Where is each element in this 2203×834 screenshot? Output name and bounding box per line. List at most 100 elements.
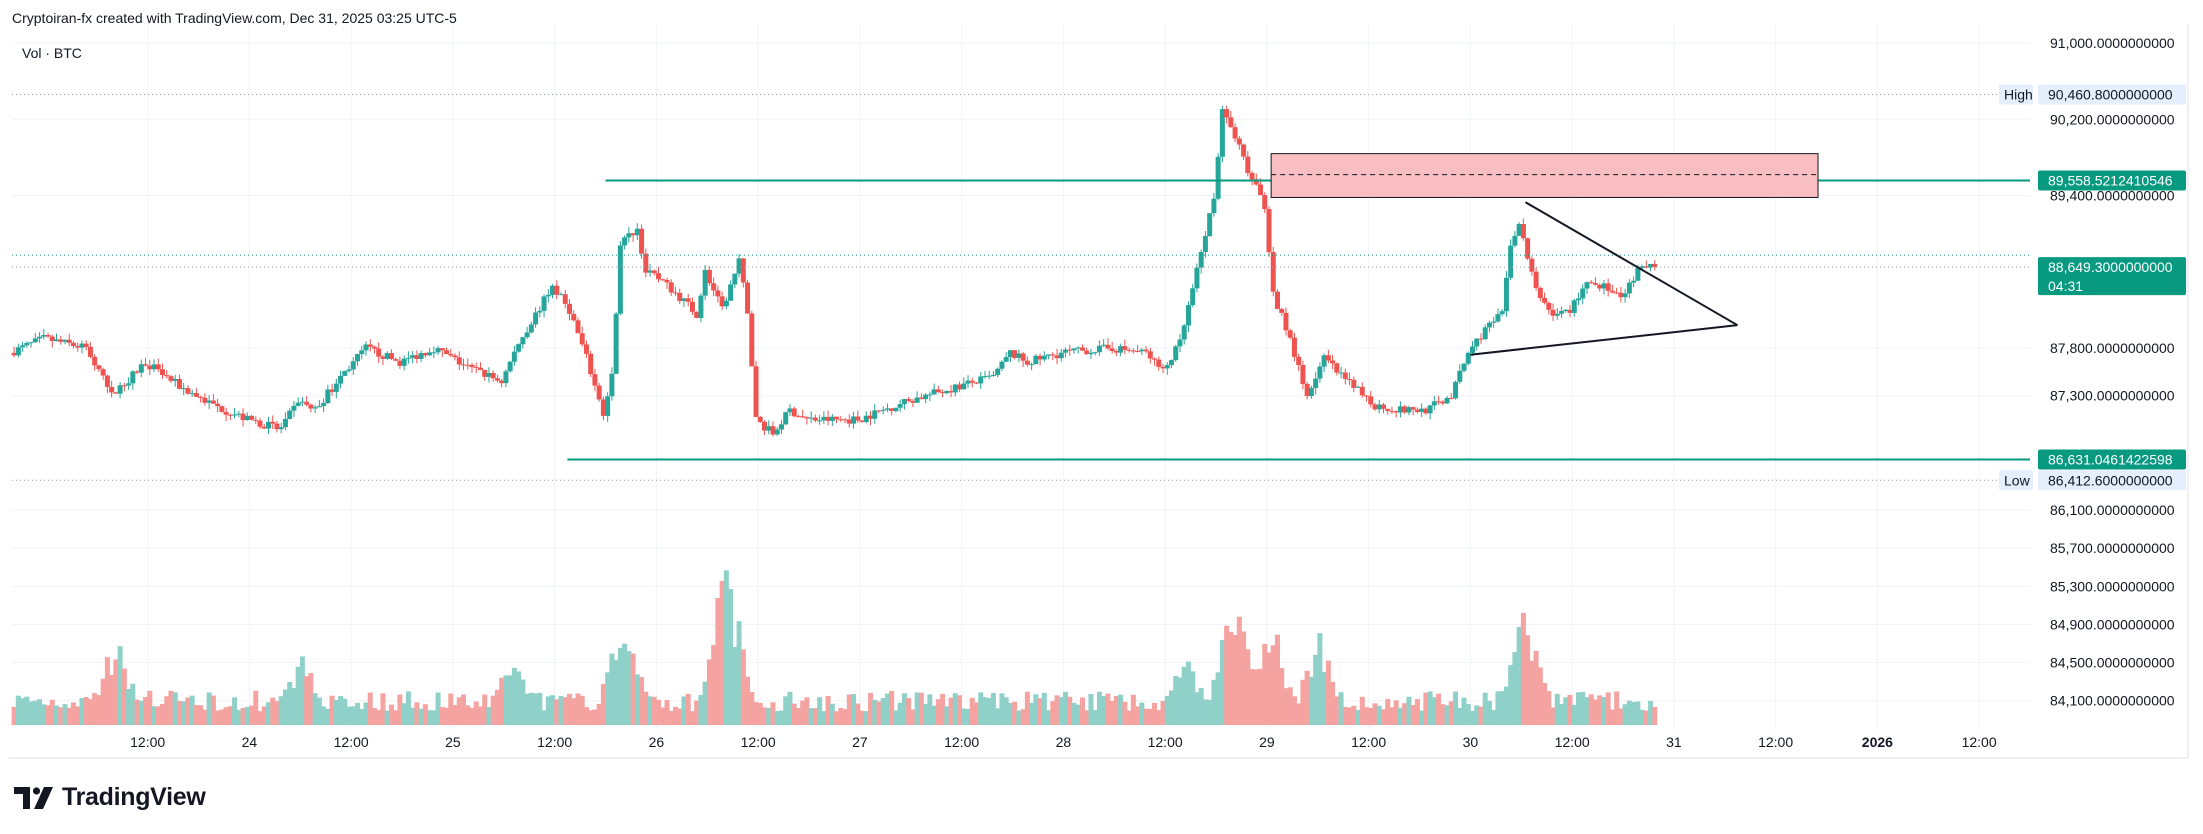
candle-body xyxy=(1588,282,1594,284)
candle-body xyxy=(745,282,751,314)
candle-body xyxy=(791,408,797,417)
candle-body xyxy=(630,233,636,236)
volume-bar xyxy=(1270,645,1276,725)
candle-body xyxy=(1410,407,1416,410)
volume-bar xyxy=(499,677,505,725)
candle-body xyxy=(1448,397,1454,399)
volume-bar xyxy=(634,674,640,725)
volume-bar xyxy=(1397,707,1403,725)
candle-body xyxy=(422,353,428,356)
volume-bar xyxy=(1041,692,1047,725)
volume-bar xyxy=(795,708,801,725)
volume-bar xyxy=(1495,691,1501,725)
candle-body xyxy=(906,399,912,401)
candle-body xyxy=(672,292,678,294)
price-tick-label: 86,100.0000000000 xyxy=(2050,502,2175,518)
candle-body xyxy=(223,411,229,415)
volume-bar xyxy=(1402,703,1408,725)
candle-body xyxy=(121,385,127,387)
candle-body xyxy=(575,320,581,334)
candle-body xyxy=(1499,311,1505,315)
candle-body xyxy=(1351,379,1357,388)
candle-body xyxy=(244,415,250,421)
volume-bar xyxy=(668,710,674,725)
volume-bar xyxy=(422,704,428,725)
volume-bar xyxy=(75,706,81,725)
volume-bar xyxy=(791,703,797,725)
candle-body xyxy=(723,300,729,307)
candle-body xyxy=(83,343,89,347)
volume-bar xyxy=(87,699,93,725)
supply-zone-box xyxy=(1270,153,1819,198)
candle-body xyxy=(321,402,327,407)
candle-body xyxy=(634,228,640,236)
candle-body xyxy=(1338,372,1344,374)
price-tick-label: 84,100.0000000000 xyxy=(2050,693,2175,709)
candle-body xyxy=(444,350,450,354)
volume-bar xyxy=(889,691,895,725)
high-price-tag-prefix: High xyxy=(2004,86,2033,102)
low-price-tag-value: 86,412.6000000000 xyxy=(2048,472,2173,488)
volume-bar xyxy=(1304,670,1310,725)
time-tick-label: 30 xyxy=(1463,734,1479,750)
volume-bar xyxy=(643,691,649,725)
volume-bar xyxy=(32,700,38,725)
candle-body xyxy=(1491,321,1497,323)
candle-body xyxy=(1130,350,1136,352)
volume-bar xyxy=(452,705,458,725)
time-tick-label: 27 xyxy=(852,734,868,750)
volume-bar xyxy=(605,672,611,725)
candle-body xyxy=(1185,305,1191,326)
price-tick-label: 91,000.0000000000 xyxy=(2050,35,2175,51)
candle-body xyxy=(1270,252,1276,292)
volume-bar xyxy=(846,694,852,725)
candle-body xyxy=(889,408,895,411)
candle-body xyxy=(651,270,657,274)
candle-body xyxy=(28,342,34,344)
low-price-tag-bg xyxy=(2038,470,2186,491)
volume-bar xyxy=(304,676,310,725)
volume-bar xyxy=(1135,706,1141,725)
volume-bar xyxy=(706,659,712,725)
candle-body xyxy=(1147,351,1153,359)
candle-body xyxy=(1380,404,1386,409)
volume-bar xyxy=(37,699,43,725)
candle-body xyxy=(1007,350,1013,358)
brand-name: TradingView xyxy=(62,783,206,811)
tradingview-brand[interactable]: TradingView xyxy=(14,783,206,812)
resistance-price-tag-value: 89,558.5212410546 xyxy=(2048,172,2173,188)
candle-body xyxy=(1567,309,1573,313)
low-price-tag-prefix-bg xyxy=(1999,470,2033,491)
candle-body xyxy=(282,418,288,428)
candle-body xyxy=(918,397,924,400)
candle-body xyxy=(859,420,865,422)
candle-body xyxy=(944,391,950,394)
candle-body xyxy=(698,295,704,318)
volume-bar xyxy=(973,702,979,725)
candle-body xyxy=(215,403,221,407)
candle-body xyxy=(236,413,242,415)
volume-bar xyxy=(520,679,526,725)
candle-body xyxy=(1101,344,1107,346)
volume-bar xyxy=(202,709,208,725)
volume-bar xyxy=(1236,616,1242,725)
candle-body xyxy=(219,406,225,412)
volume-bar xyxy=(410,707,416,725)
time-tick-label: 24 xyxy=(242,734,258,750)
volume-bar xyxy=(448,693,454,725)
candle-body xyxy=(566,303,572,314)
volume-bar xyxy=(1330,681,1336,725)
candle-body xyxy=(1029,364,1035,366)
candle-body xyxy=(999,361,1005,369)
candle-body xyxy=(70,342,76,347)
candle-body xyxy=(609,373,615,397)
volume-legend[interactable]: Vol · BTC xyxy=(22,45,82,61)
volume-bar xyxy=(1283,688,1289,725)
volume-bar xyxy=(685,693,691,725)
volume-bar xyxy=(1563,697,1569,725)
candle-body xyxy=(817,420,823,422)
volume-bar xyxy=(1444,705,1450,725)
time-tick-label: 12:00 xyxy=(1962,734,1997,750)
volume-bar xyxy=(1016,710,1022,725)
